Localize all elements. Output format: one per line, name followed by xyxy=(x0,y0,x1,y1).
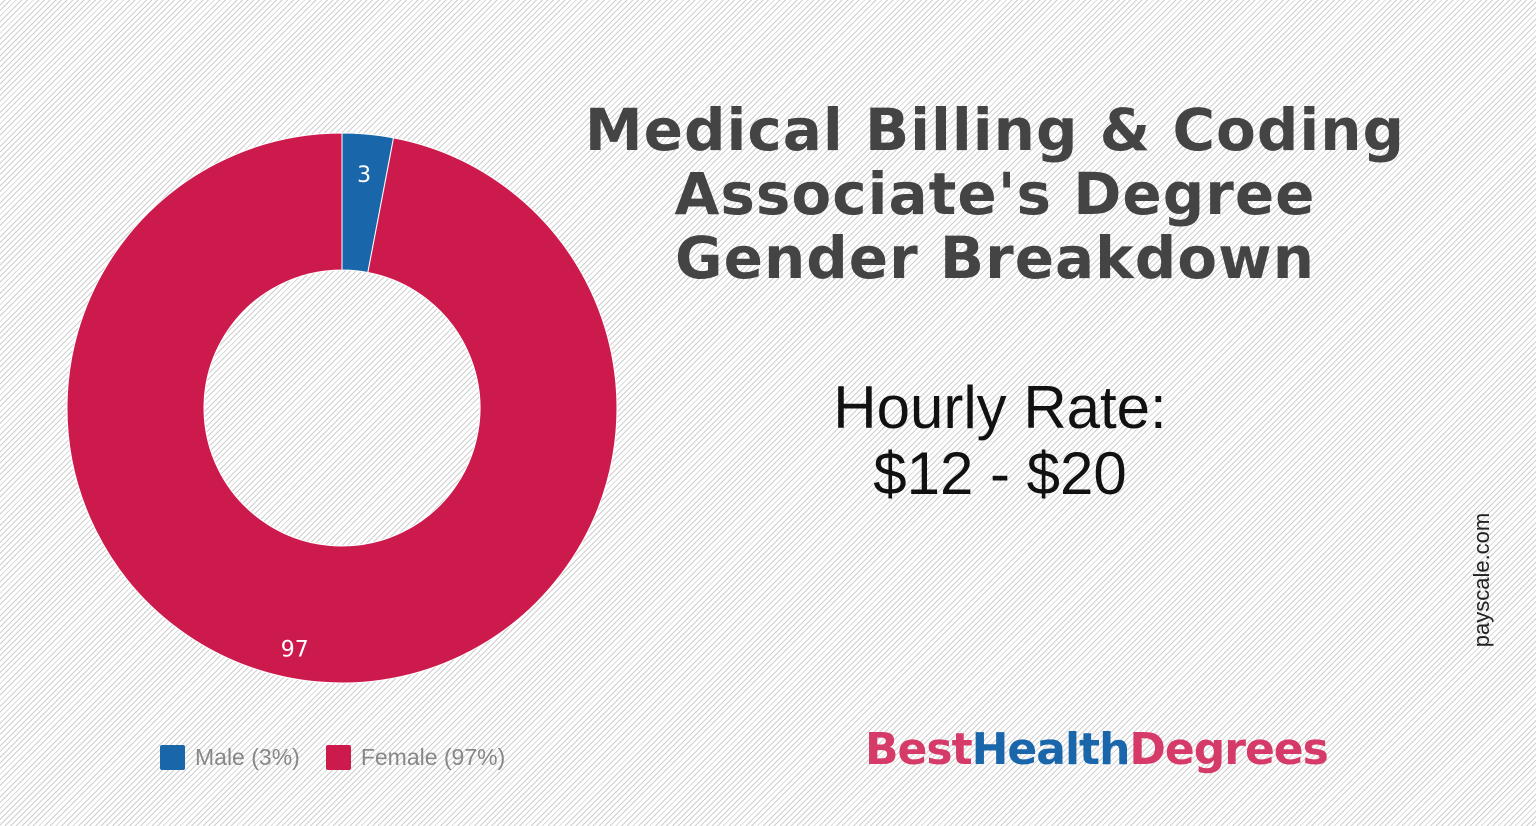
data-label-female: 97 xyxy=(281,637,309,662)
donut-slice-female xyxy=(66,132,618,684)
logo: BestHealthDegrees xyxy=(865,724,1329,775)
legend-label-male: Male (3%) xyxy=(195,744,300,770)
legend-item-female: Female (97%) xyxy=(325,744,506,771)
chart-legend: Male (3%) Female (97%) xyxy=(160,744,531,771)
logo-part-degrees: Degrees xyxy=(1129,724,1328,775)
logo-part-best: Best xyxy=(865,724,973,775)
hourly-rate-value: $12 - $20 xyxy=(873,440,1127,507)
title-line-1: Medical Billing & Coding xyxy=(584,96,1406,164)
legend-item-male: Male (3%) xyxy=(160,744,300,771)
title-line-2: Associate's Degree xyxy=(674,160,1316,228)
title-line-3: Gender Breakdown xyxy=(675,224,1315,292)
legend-label-female: Female (97%) xyxy=(360,744,506,770)
source-label: payscale.com xyxy=(1469,512,1494,648)
hourly-rate-label: Hourly Rate: xyxy=(833,374,1167,441)
legend-swatch-female xyxy=(325,745,351,770)
legend-swatch-male xyxy=(160,745,185,770)
donut-chart: 3 97 xyxy=(66,132,618,684)
hourly-rate: Hourly Rate: $12 - $20 xyxy=(760,375,1240,507)
data-label-male: 3 xyxy=(357,163,371,188)
logo-part-health: Health xyxy=(971,724,1131,775)
page-title: Medical Billing & Coding Associate's Deg… xyxy=(560,98,1430,290)
